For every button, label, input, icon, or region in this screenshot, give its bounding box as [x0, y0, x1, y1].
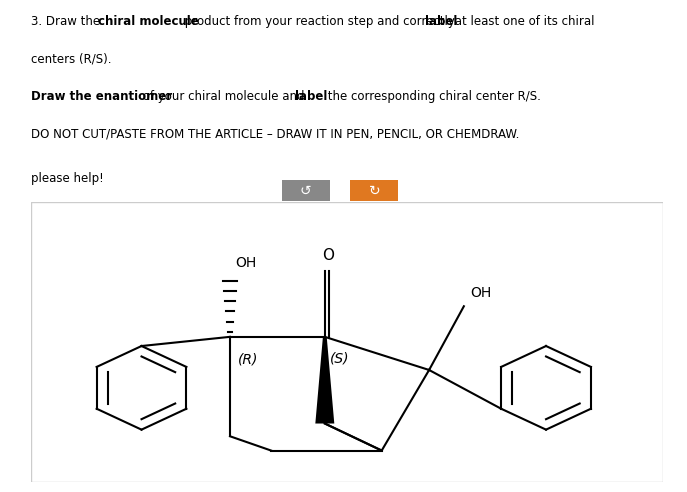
Text: OH: OH — [470, 286, 491, 300]
Text: O: O — [322, 248, 334, 263]
Text: (S): (S) — [330, 351, 350, 365]
Text: please help!: please help! — [31, 172, 104, 185]
Text: 3. Draw the: 3. Draw the — [31, 15, 104, 28]
Text: of your chiral molecule and: of your chiral molecule and — [139, 90, 308, 103]
Text: OH: OH — [235, 255, 256, 270]
Text: Draw the enantiomer: Draw the enantiomer — [31, 90, 172, 103]
Text: at least one of its chiral: at least one of its chiral — [451, 15, 594, 28]
Text: chiral molecule: chiral molecule — [98, 15, 199, 28]
Text: label: label — [295, 90, 327, 103]
Text: label: label — [425, 15, 457, 28]
Text: product from your reaction step and correctly: product from your reaction step and corr… — [181, 15, 458, 28]
FancyBboxPatch shape — [31, 202, 663, 482]
Text: centers (R/S).: centers (R/S). — [31, 52, 111, 65]
Polygon shape — [315, 337, 335, 424]
Text: DO NOT CUT/PASTE FROM THE ARTICLE – DRAW IT IN PEN, PENCIL, OR CHEMDRAW.: DO NOT CUT/PASTE FROM THE ARTICLE – DRAW… — [31, 127, 519, 140]
Text: ↻: ↻ — [369, 184, 380, 198]
Text: (R): (R) — [238, 352, 258, 366]
FancyBboxPatch shape — [282, 180, 330, 201]
FancyBboxPatch shape — [350, 180, 398, 201]
Text: ↺: ↺ — [300, 184, 311, 198]
Text: the corresponding chiral center R/S.: the corresponding chiral center R/S. — [324, 90, 541, 103]
